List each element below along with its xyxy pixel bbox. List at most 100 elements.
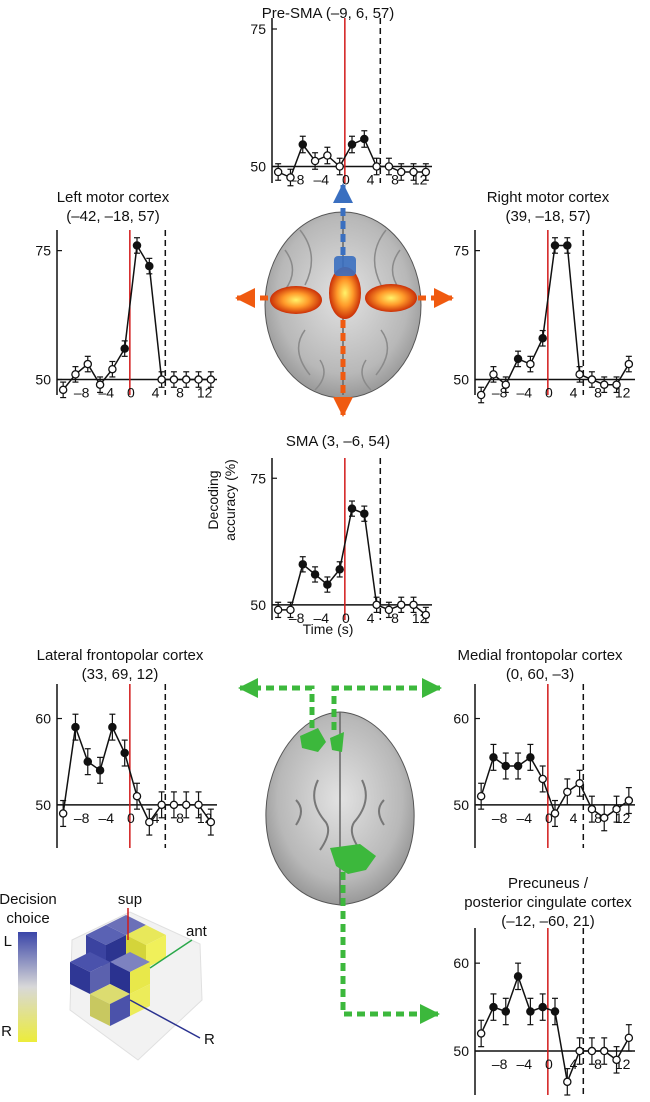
- data-point: [310, 156, 320, 166]
- data-point: [145, 817, 154, 827]
- x-tick-label: –8: [492, 385, 508, 401]
- axis-label-ant: ant: [186, 923, 208, 940]
- data-point: [526, 1007, 535, 1016]
- panel-precuneus: Precuneus / posterior cingulate cortex (–1…: [453, 875, 635, 1096]
- data-point: [95, 380, 105, 389]
- data-point: [360, 134, 369, 144]
- data-point: [71, 370, 80, 379]
- data-point: [360, 509, 369, 518]
- data-point: [612, 380, 621, 389]
- x-tick-label: 0: [127, 385, 135, 401]
- data-point: [538, 1002, 547, 1012]
- data-point: [384, 162, 394, 171]
- x-tick-label: 0: [545, 385, 553, 401]
- data-point: [194, 375, 203, 384]
- data-point: [421, 610, 431, 620]
- data-point: [563, 1077, 572, 1087]
- data-point: [347, 504, 357, 513]
- series-line: [62, 243, 211, 391]
- data-point: [181, 375, 191, 384]
- data-point: [273, 167, 283, 177]
- x-tick-label: 0: [545, 810, 553, 826]
- data-point: [476, 390, 486, 400]
- data-point: [489, 370, 498, 379]
- x-tick-label: –4: [98, 810, 114, 826]
- data-point: [538, 774, 547, 784]
- data-point: [501, 1007, 511, 1016]
- data-point: [476, 1029, 486, 1038]
- data-point: [132, 791, 142, 801]
- panel-title: (0, 60, –3): [506, 666, 574, 683]
- x-tick-label: 8: [176, 385, 184, 401]
- data-point: [157, 800, 166, 810]
- data-point: [513, 354, 523, 364]
- x-tick-label: 8: [391, 172, 399, 188]
- panel-title: Medial frontopolar cortex: [457, 647, 623, 664]
- x-tick-label: 12: [615, 385, 631, 401]
- data-point: [335, 162, 344, 171]
- x-tick-label: 0: [342, 610, 350, 626]
- data-point: [372, 600, 381, 610]
- data-point: [550, 241, 560, 250]
- x-tick-label: –8: [289, 610, 305, 626]
- axis-label-sup: sup: [118, 891, 142, 908]
- data-point: [563, 241, 572, 250]
- data-point: [335, 565, 344, 574]
- y-tick-label: 75: [35, 243, 51, 259]
- panel-right-motor-cortex: Right motor cortex (39, –18, 57) 50 75 –8 –4 0…: [453, 189, 635, 404]
- data-point: [501, 380, 511, 389]
- y-tick-label: 60: [453, 955, 469, 971]
- y-tick-label: 50: [453, 797, 469, 813]
- data-point: [612, 804, 621, 814]
- data-point: [157, 375, 166, 384]
- data-point: [489, 1002, 498, 1012]
- data-point: [575, 779, 584, 788]
- data-point: [599, 380, 609, 389]
- voxel-cube: [69, 911, 203, 1061]
- data-point: [145, 261, 154, 271]
- x-axis-label: Time (s): [303, 621, 354, 637]
- x-tick-label: 8: [594, 1056, 602, 1072]
- x-tick-label: 4: [570, 1056, 578, 1072]
- data-point: [599, 813, 609, 823]
- panel-title: (39, –18, 57): [505, 208, 590, 225]
- x-tick-label: 12: [197, 385, 213, 401]
- data-point: [599, 1046, 609, 1056]
- data-point: [526, 753, 535, 762]
- y-tick-label: 50: [453, 1043, 469, 1059]
- x-tick-label: –4: [516, 810, 532, 826]
- data-point: [409, 167, 418, 177]
- data-point: [206, 375, 216, 384]
- legend-title-line2: choice: [6, 910, 49, 927]
- x-tick-label: –8: [492, 1056, 508, 1072]
- data-point: [298, 140, 308, 149]
- data-point: [384, 605, 394, 615]
- panel-title: Right motor cortex: [487, 189, 610, 206]
- colorbar: [18, 932, 37, 1042]
- panel-title: Pre-SMA (–9, 6, 57): [262, 5, 395, 22]
- x-tick-label: –4: [313, 172, 329, 188]
- data-point: [310, 570, 320, 579]
- panel-title: Precuneus /: [508, 875, 589, 892]
- y-tick-label: 75: [250, 470, 266, 486]
- y-axis-label-line2: accuracy (%): [222, 459, 238, 541]
- x-tick-label: 0: [545, 1056, 553, 1072]
- data-point: [194, 800, 203, 810]
- panel-title: (–42, –18, 57): [66, 208, 159, 225]
- data-point: [323, 151, 332, 160]
- data-point: [206, 817, 216, 827]
- data-point: [71, 722, 80, 732]
- panel-title: (–12, –60, 21): [501, 913, 594, 930]
- data-point: [58, 385, 68, 395]
- data-point: [550, 809, 560, 818]
- series-line: [480, 244, 630, 396]
- data-point: [612, 1055, 621, 1065]
- panel-title: SMA (3, –6, 54): [286, 433, 390, 450]
- panel-left-motor-cortex: Left motor cortex (–42, –18, 57) 50 75 –8 –4 0…: [35, 189, 217, 401]
- y-axis-label-line1: Decoding: [205, 470, 221, 529]
- data-point: [120, 344, 129, 353]
- x-tick-label: 4: [570, 810, 578, 826]
- data-point: [501, 761, 511, 771]
- data-point: [421, 167, 431, 177]
